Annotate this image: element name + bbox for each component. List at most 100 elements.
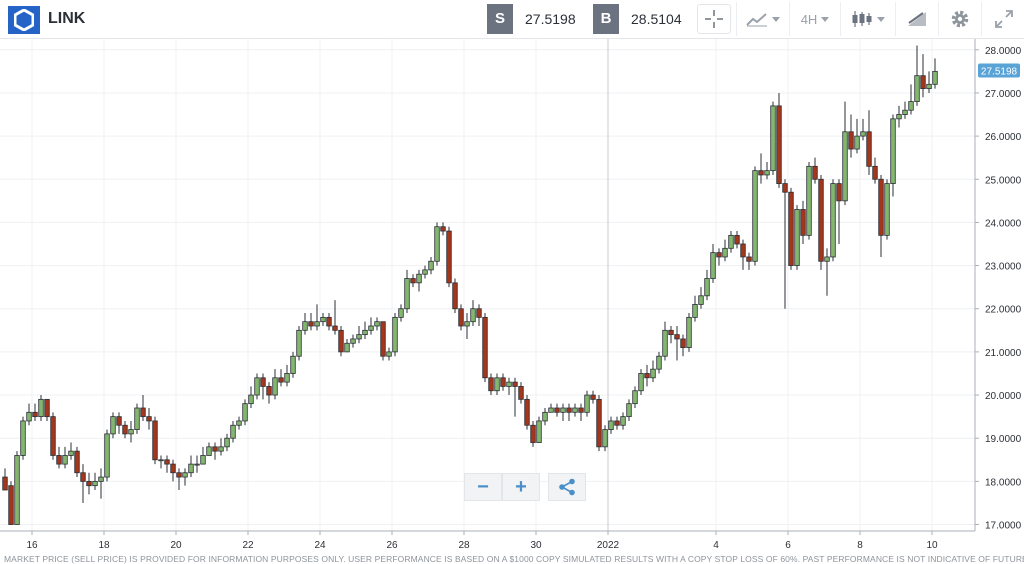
candle: [512, 377, 518, 417]
candle-body-up: [650, 368, 656, 379]
candle-body-down: [566, 407, 572, 413]
candle: [410, 274, 416, 288]
candle: [884, 179, 890, 240]
candle-body-up: [206, 446, 212, 456]
candle: [302, 313, 308, 335]
candle: [248, 386, 254, 408]
candle-body-down: [596, 398, 602, 448]
time-axis: 16 18 20 22 24 26 28 30 2022 4 6 8 10: [0, 530, 975, 551]
candle: [548, 403, 554, 413]
drawing-tools-button[interactable]: [895, 2, 938, 36]
candle-body-down: [782, 183, 788, 193]
candle: [674, 326, 680, 361]
candle-body-up: [296, 329, 302, 357]
y-tick-label: 17.0000: [985, 521, 1022, 532]
candlestick-chart[interactable]: 17.0000 18.0000 19.0000 20.0000 21.0000 22.00…: [0, 39, 1024, 553]
candle: [860, 118, 866, 141]
candle-body-down: [644, 373, 650, 379]
candle-body-up: [230, 424, 236, 439]
candle-body-up: [572, 407, 578, 413]
candle: [140, 395, 146, 421]
candle: [284, 364, 290, 387]
candle-body-up: [764, 170, 770, 176]
settings-button[interactable]: [938, 2, 981, 36]
zoom-out-button[interactable]: −: [464, 473, 502, 501]
candle-body-up: [602, 429, 608, 448]
candle-body-up: [110, 416, 116, 435]
candle: [536, 416, 542, 443]
candle: [650, 360, 656, 383]
candle-body-up: [302, 321, 308, 331]
candle: [266, 382, 272, 404]
candle: [176, 468, 182, 490]
candle: [260, 373, 266, 400]
candle-body-up: [932, 70, 938, 85]
candle: [86, 472, 92, 495]
candle: [566, 403, 572, 421]
share-button[interactable]: [548, 473, 586, 501]
candle: [92, 472, 98, 490]
candle: [632, 386, 638, 408]
candle-body-up: [824, 256, 830, 262]
candle: [530, 420, 536, 447]
candle-style-menu[interactable]: [840, 2, 895, 36]
candle-body-up: [662, 329, 668, 357]
candle-body-up: [284, 373, 290, 383]
candle-body-down: [380, 321, 386, 357]
candle-body-down: [758, 170, 764, 176]
timeframe-label: 4H: [800, 11, 818, 27]
candle-body-down: [8, 485, 14, 525]
candle-body-down: [500, 377, 506, 387]
x-tick-label: 16: [26, 540, 38, 551]
candle-body-down: [50, 416, 56, 456]
buy-price-box[interactable]: B 28.5104: [593, 2, 691, 35]
candle: [134, 403, 140, 434]
candle-body-up: [344, 342, 350, 353]
candle-body-down: [308, 321, 314, 327]
candle-body-up: [374, 321, 380, 327]
candle-body-up: [806, 165, 812, 236]
candle-body-up: [686, 316, 692, 348]
sell-price-box[interactable]: S 27.5198: [487, 2, 585, 35]
candle: [20, 416, 26, 460]
candle: [878, 174, 884, 257]
candle: [866, 110, 872, 175]
candle-body-up: [434, 226, 440, 262]
candle-body-up: [542, 411, 548, 422]
candle: [506, 377, 512, 396]
candle-body-down: [44, 398, 50, 418]
crosshair-button[interactable]: [697, 4, 731, 34]
candle-body-up: [248, 394, 254, 405]
candle-body-down: [452, 282, 458, 310]
candle-body-down: [668, 329, 674, 336]
line-chart-icon: [746, 13, 767, 27]
candle: [734, 231, 740, 249]
candle: [152, 416, 158, 465]
candle-body-down: [818, 178, 824, 262]
candle-body-down: [614, 420, 620, 426]
candle: [914, 45, 920, 106]
candle: [278, 369, 284, 387]
candle: [482, 313, 488, 383]
candle: [560, 403, 566, 421]
candle-body-down: [170, 463, 176, 474]
candle-body-up: [698, 295, 704, 305]
candle-body-up: [128, 429, 134, 435]
candle-body-up: [92, 480, 98, 487]
candle-body-up: [242, 403, 248, 422]
timeframe-menu[interactable]: 4H: [789, 2, 840, 36]
chart-type-menu[interactable]: [736, 2, 789, 36]
candle-body-down: [266, 386, 272, 396]
candle: [434, 222, 440, 266]
zoom-in-button[interactable]: +: [502, 473, 540, 501]
candle-body-down: [482, 316, 488, 379]
candle-body-down: [680, 338, 686, 348]
candle: [806, 162, 812, 240]
fullscreen-button[interactable]: [981, 2, 1024, 36]
candle: [764, 162, 770, 180]
candle-body-down: [734, 234, 740, 245]
candle-body-down: [530, 424, 536, 443]
candle-body-down: [338, 329, 344, 353]
candle-body-down: [410, 278, 416, 284]
candle: [494, 373, 500, 396]
